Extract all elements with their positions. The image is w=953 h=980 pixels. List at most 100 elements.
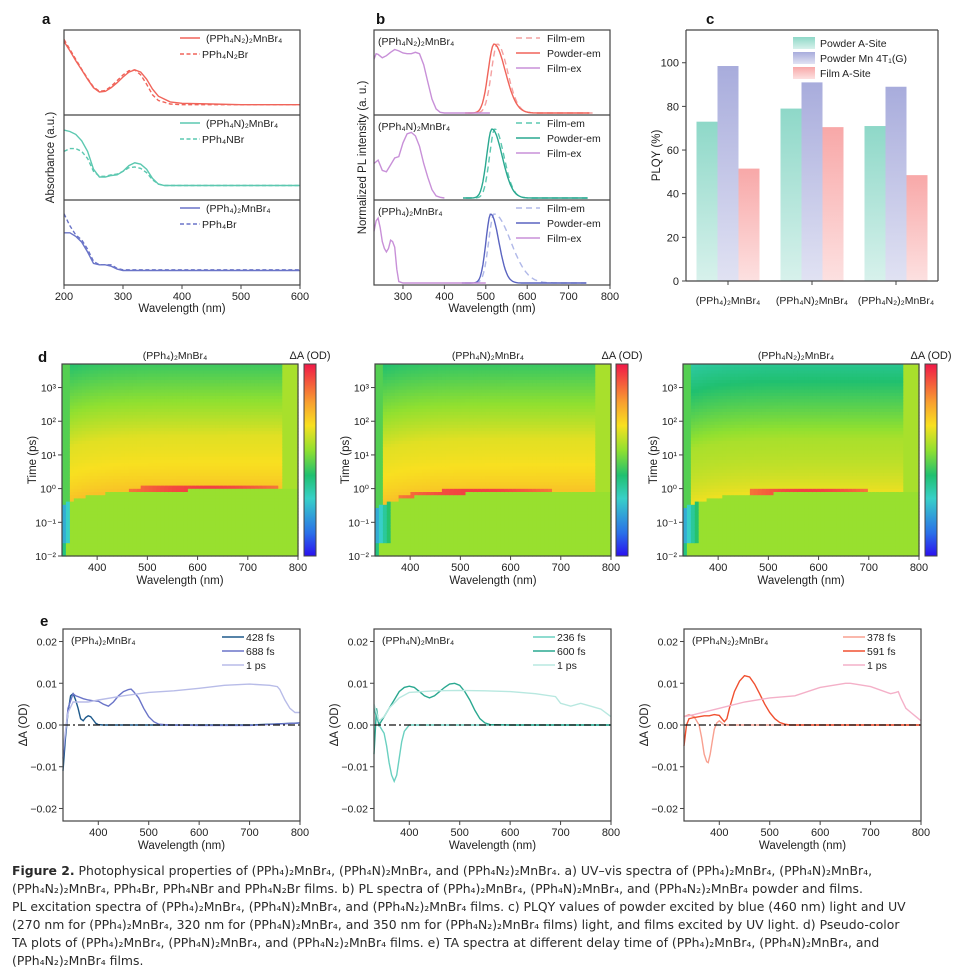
heatmap-cell — [62, 527, 67, 531]
heatmap-cell — [262, 408, 268, 413]
heatmap-cell — [168, 364, 173, 368]
heatmap-cell — [398, 530, 404, 535]
heatmap-cell — [231, 399, 236, 403]
heatmap-cell — [282, 440, 287, 445]
heatmap-cell — [176, 434, 181, 439]
heatmap-cell — [394, 456, 400, 461]
heatmap-cell — [274, 453, 279, 458]
heatmap-cell — [223, 453, 228, 458]
heatmap-cell — [402, 543, 407, 547]
heatmap-cell — [172, 396, 177, 400]
heatmap-cell — [382, 392, 388, 397]
heatmap-cell — [430, 415, 435, 419]
heatmap-cell — [164, 514, 169, 519]
heatmap-cell — [434, 482, 439, 487]
heatmap-cell — [183, 463, 189, 467]
heatmap-cell — [382, 447, 388, 451]
heatmap-cell — [132, 434, 138, 439]
heatmap-cell — [441, 421, 447, 426]
heatmap-cell — [242, 386, 248, 391]
heatmap-cell — [386, 472, 392, 477]
heatmap-cell — [140, 508, 146, 512]
heatmap-cell — [121, 415, 126, 419]
heatmap-cell — [89, 546, 94, 551]
heatmap-cell — [266, 508, 271, 512]
heatmap-cell — [172, 517, 177, 522]
heatmap-cell — [168, 488, 173, 493]
heatmap-cell — [89, 415, 94, 419]
heatmap-cell — [101, 495, 106, 499]
heatmap-cell — [93, 412, 98, 416]
heatmap-cell — [375, 431, 380, 435]
heatmap-cell — [242, 440, 248, 445]
heatmap-cell — [69, 364, 75, 368]
heatmap-cell — [136, 447, 142, 451]
heatmap-cell — [77, 376, 83, 381]
heatmap-cell — [85, 402, 91, 407]
heatmap-cell — [180, 415, 185, 419]
heatmap-cell — [278, 373, 283, 378]
heatmap-cell — [113, 533, 118, 538]
heatmap-cell — [223, 373, 228, 378]
heatmap-cell — [211, 364, 216, 368]
heatmap-cell — [426, 514, 431, 519]
heatmap-cell — [195, 373, 201, 378]
heatmap-cell — [62, 476, 67, 480]
heatmap-cell — [62, 440, 67, 445]
heatmap-cell — [231, 456, 236, 461]
heatmap-cell — [239, 498, 244, 503]
heatmap-cell — [282, 389, 287, 394]
heatmap-cell — [266, 383, 271, 387]
heatmap-cell — [160, 399, 165, 403]
heatmap-cell — [77, 536, 83, 541]
heatmap-cell — [85, 508, 91, 512]
heatmap-cell — [140, 466, 146, 471]
heatmap-cell — [93, 399, 98, 403]
heatmap-cell — [449, 389, 455, 394]
heatmap-cell — [262, 530, 268, 535]
heatmap-cell — [378, 476, 384, 480]
heatmap-cell — [398, 399, 404, 403]
heatmap-cell — [402, 418, 407, 423]
heatmap-cell — [81, 434, 87, 439]
heatmap-cell — [254, 415, 260, 419]
heatmap-cell — [266, 530, 271, 535]
heatmap-cell — [160, 389, 165, 394]
heatmap-cell — [266, 399, 271, 403]
heatmap-cell — [164, 392, 169, 397]
heatmap-cell — [203, 415, 209, 419]
heatmap-cell — [69, 504, 75, 509]
heatmap-cell — [282, 549, 287, 554]
heatmap-cell — [89, 402, 94, 407]
heatmap-cell — [250, 488, 256, 493]
heatmap-cell — [164, 447, 169, 451]
heatmap-cell — [65, 543, 71, 547]
heatmap-cell — [382, 450, 388, 455]
heatmap-cell — [105, 396, 110, 400]
heatmap-cell — [382, 380, 388, 384]
y-tick-label: 60 — [667, 145, 679, 157]
subpanel-label: (PPh₄)₂MnBr₄ — [378, 206, 443, 218]
heatmap-cell — [187, 370, 193, 375]
heatmap-cell — [148, 367, 153, 371]
heatmap-cell — [382, 524, 388, 528]
heatmap-cell — [156, 370, 161, 375]
heatmap-cell — [132, 508, 138, 512]
heatmap-cell — [270, 367, 275, 371]
heatmap-cell — [386, 495, 392, 499]
heatmap-cell — [140, 536, 146, 541]
heatmap-cell — [156, 520, 161, 525]
heatmap-cell — [426, 389, 431, 394]
heatmap-cell — [242, 533, 248, 538]
heatmap-cell — [375, 415, 380, 419]
heatmap-cell — [199, 466, 205, 471]
heatmap-cell — [93, 498, 98, 503]
heatmap-cell — [180, 472, 185, 477]
heatmap-cell — [382, 543, 388, 547]
heatmap-cell — [144, 421, 150, 426]
heatmap-cell — [422, 472, 427, 477]
heatmap-cell — [136, 450, 142, 455]
heatmap-cell — [101, 549, 106, 554]
heatmap-cell — [101, 524, 106, 528]
heatmap-cell — [246, 552, 252, 557]
